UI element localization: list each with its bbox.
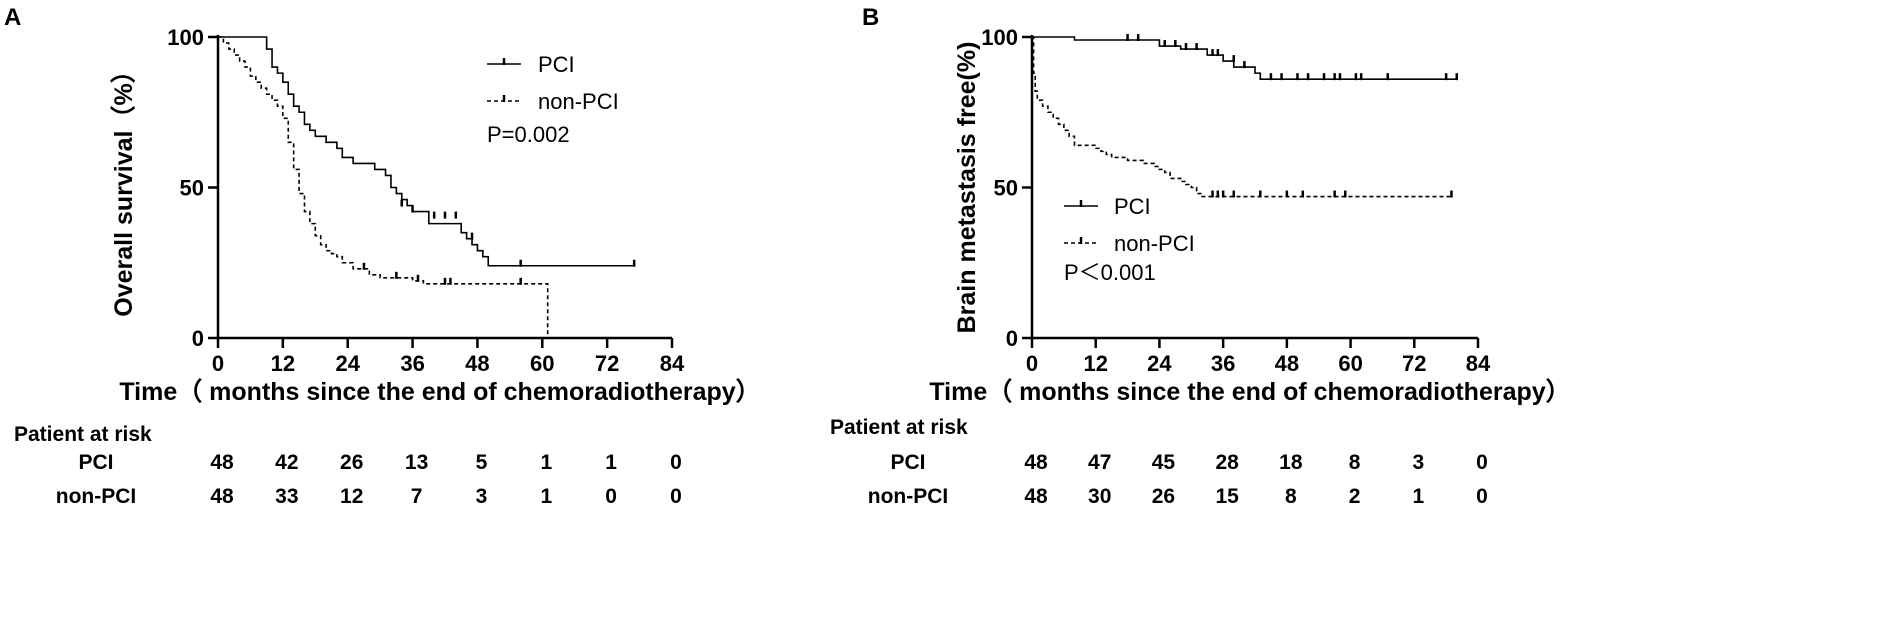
at-risk-count: 48 xyxy=(1024,451,1048,474)
x-tick-label: 24 xyxy=(335,351,360,376)
at-risk-count: 0 xyxy=(605,485,617,508)
at-risk-count: 12 xyxy=(340,485,363,508)
at-risk-count: 2 xyxy=(1349,485,1361,508)
at-risk-count: 42 xyxy=(275,451,298,474)
at-risk-count: 0 xyxy=(1476,451,1488,474)
at-risk-count: 18 xyxy=(1279,451,1303,474)
at-risk-count: 48 xyxy=(210,451,234,474)
at-risk-row-label: PCI xyxy=(78,451,113,474)
at-risk-count: 30 xyxy=(1088,485,1111,508)
series-line-pci xyxy=(1032,36,1457,80)
y-tick-label: 100 xyxy=(981,25,1018,50)
at-risk-count: 26 xyxy=(340,451,363,474)
legend-label: PCI xyxy=(538,52,575,77)
at-risk-count: 1 xyxy=(605,451,617,474)
x-tick-label: 12 xyxy=(271,351,295,376)
x-tick-label: 0 xyxy=(212,351,224,376)
at-risk-count: 5 xyxy=(476,451,488,474)
x-tick-label: 48 xyxy=(465,351,489,376)
legend-label: non-PCI xyxy=(538,89,619,114)
y-tick-label: 0 xyxy=(192,326,204,351)
y-axis-label: Overall survival（%） xyxy=(109,58,138,316)
at-risk-count: 0 xyxy=(670,485,682,508)
at-risk-count: 15 xyxy=(1215,485,1239,508)
x-axis-label: Time（ months since the end of chemoradio… xyxy=(119,377,760,406)
at-risk-count: 7 xyxy=(411,485,423,508)
x-tick-label: 24 xyxy=(1147,351,1172,376)
at-risk-count: 26 xyxy=(1152,485,1175,508)
panel-letter: A xyxy=(4,4,21,31)
at-risk-row-label: PCI xyxy=(890,451,925,474)
panel-letter: B xyxy=(862,4,879,31)
at-risk-count: 0 xyxy=(670,451,682,474)
at-risk-count: 8 xyxy=(1285,485,1297,508)
at-risk-count: 1 xyxy=(1412,485,1424,508)
at-risk-count: 47 xyxy=(1088,451,1111,474)
x-tick-label: 60 xyxy=(530,351,554,376)
x-tick-label: 36 xyxy=(400,351,424,376)
legend-label: non-PCI xyxy=(1114,231,1195,256)
at-risk-header: Patient at risk xyxy=(830,416,968,439)
p-value-annotation: P=0.002 xyxy=(487,122,570,147)
at-risk-header: Patient at risk xyxy=(14,423,152,446)
at-risk-count: 3 xyxy=(476,485,488,508)
x-tick-label: 72 xyxy=(1402,351,1426,376)
legend-label: PCI xyxy=(1114,194,1151,219)
x-axis-label: Time（ months since the end of chemoradio… xyxy=(929,377,1570,406)
at-risk-count: 28 xyxy=(1215,451,1239,474)
at-risk-count: 1 xyxy=(540,485,552,508)
at-risk-count: 45 xyxy=(1152,451,1176,474)
x-tick-label: 48 xyxy=(1275,351,1299,376)
y-tick-label: 100 xyxy=(167,25,204,50)
at-risk-count: 3 xyxy=(1412,451,1424,474)
y-axis-label: Brain metastasis free(%) xyxy=(953,42,981,334)
at-risk-count: 13 xyxy=(405,451,428,474)
at-risk-count: 33 xyxy=(275,485,298,508)
x-tick-label: 60 xyxy=(1338,351,1362,376)
at-risk-count: 1 xyxy=(540,451,552,474)
p-value-annotation: P＜0.001 xyxy=(1064,260,1156,285)
at-risk-count: 48 xyxy=(210,485,234,508)
at-risk-row-label: non-PCI xyxy=(56,485,136,508)
series-line-pci xyxy=(218,36,635,267)
series-line-non-pci xyxy=(218,36,549,338)
x-tick-label: 0 xyxy=(1026,351,1038,376)
x-tick-label: 36 xyxy=(1211,351,1235,376)
x-tick-label: 12 xyxy=(1083,351,1107,376)
at-risk-count: 0 xyxy=(1476,485,1488,508)
y-tick-label: 50 xyxy=(994,176,1018,201)
y-tick-label: 0 xyxy=(1006,326,1018,351)
at-risk-count: 8 xyxy=(1349,451,1361,474)
series-line-non-pci xyxy=(1032,36,1452,198)
y-tick-label: 50 xyxy=(180,176,204,201)
at-risk-count: 48 xyxy=(1024,485,1048,508)
x-tick-label: 84 xyxy=(660,351,685,376)
at-risk-row-label: non-PCI xyxy=(868,485,948,508)
x-tick-label: 84 xyxy=(1466,351,1491,376)
x-tick-label: 72 xyxy=(595,351,619,376)
